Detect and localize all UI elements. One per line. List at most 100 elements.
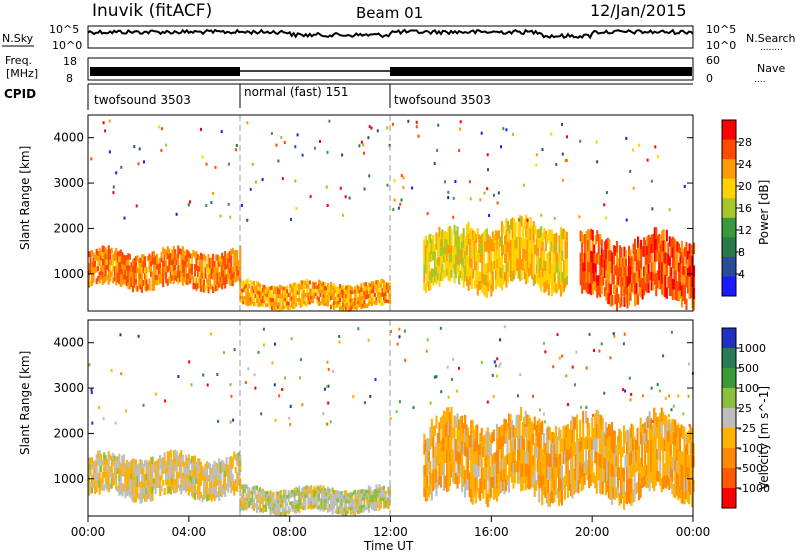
heatmap-cell <box>433 478 436 489</box>
heatmap-cell <box>657 438 660 450</box>
heatmap-cell <box>280 307 283 312</box>
heatmap-cell <box>476 227 479 240</box>
heatmap-cell <box>287 301 290 306</box>
heatmap-cell <box>587 261 590 273</box>
heatmap-cell <box>249 501 252 506</box>
heatmap-speck <box>217 419 220 423</box>
heatmap-cell <box>455 450 458 462</box>
heatmap-cell <box>479 244 482 254</box>
heatmap-cell <box>462 267 465 278</box>
heatmap-cell <box>424 283 427 293</box>
heatmap-cell <box>483 456 486 468</box>
heatmap-cell <box>438 266 441 277</box>
heatmap-speck <box>540 213 543 217</box>
heatmap-cell <box>644 432 647 444</box>
heatmap-cell <box>327 491 330 496</box>
heatmap-cell <box>369 486 372 491</box>
heatmap-cell <box>533 456 536 471</box>
heatmap-cell <box>124 484 127 492</box>
heatmap-cell <box>337 490 340 495</box>
heatmap-cell <box>180 276 183 283</box>
heatmap-cell <box>464 428 467 443</box>
heatmap-cell <box>641 456 644 468</box>
heatmap-cell <box>509 414 512 427</box>
heatmap-cell <box>663 415 666 428</box>
heatmap-cell <box>361 508 364 513</box>
heatmap-cell <box>186 485 189 491</box>
heatmap-cell <box>561 282 564 294</box>
heatmap-cell <box>227 263 230 269</box>
heatmap-cell <box>139 488 142 497</box>
heatmap-cell <box>327 508 330 513</box>
heatmap-cell <box>547 426 550 440</box>
heatmap-cell <box>97 450 100 458</box>
heatmap-cell <box>373 300 376 305</box>
heatmap-cell <box>691 494 694 508</box>
heatmap-cell <box>438 236 441 247</box>
heatmap-speck <box>232 418 235 422</box>
heatmap-cell <box>125 465 128 472</box>
heatmap-cell <box>333 292 336 297</box>
heatmap-cell <box>113 461 116 468</box>
heatmap-cell <box>546 280 549 289</box>
heatmap-cell <box>683 439 686 453</box>
heatmap-cell <box>210 474 213 482</box>
heatmap-cell <box>491 231 494 242</box>
heatmap-cell <box>195 472 198 479</box>
heatmap-cell <box>189 475 192 482</box>
heatmap-cell <box>187 475 190 482</box>
heatmap-cell <box>592 472 595 484</box>
heatmap-cell <box>343 512 346 517</box>
heatmap-cell <box>656 244 659 253</box>
heatmap-cell <box>640 278 643 288</box>
heatmap-cell <box>455 416 458 428</box>
heatmap-cell <box>528 242 531 251</box>
heatmap-cell <box>690 255 693 267</box>
heatmap-cell <box>301 284 304 290</box>
heatmap-cell <box>475 252 478 261</box>
heatmap-cell <box>351 499 354 504</box>
heatmap-speck <box>91 421 94 425</box>
heatmap-cell <box>100 466 103 473</box>
heatmap-cell <box>582 423 585 437</box>
heatmap-cell <box>553 263 556 273</box>
heatmap-cell <box>458 430 461 442</box>
heatmap-cell <box>163 254 166 261</box>
heatmap-cell <box>358 300 361 304</box>
heatmap-cell <box>633 436 636 450</box>
heatmap-cell <box>553 432 556 445</box>
heatmap-cell <box>465 479 468 491</box>
heatmap-cell <box>110 271 113 278</box>
heatmap-cell <box>514 257 517 267</box>
heatmap-cell <box>674 472 677 486</box>
heatmap-cell <box>442 410 445 424</box>
heatmap-cell <box>620 266 623 277</box>
heatmap-cell <box>268 286 271 291</box>
heatmap-cell <box>357 285 360 290</box>
heatmap-cell <box>467 458 470 470</box>
heatmap-cell <box>260 302 263 307</box>
heatmap-cell <box>619 455 622 468</box>
heatmap-cell <box>538 238 541 248</box>
heatmap-cell <box>160 485 163 492</box>
heatmap-cell <box>598 414 601 428</box>
heatmap-cell <box>469 257 472 267</box>
heatmap-cell <box>464 414 467 429</box>
heatmap-cell <box>305 489 308 494</box>
nave-tick-top: 60 <box>706 54 720 67</box>
heatmap-cell <box>449 424 452 437</box>
heatmap-cell <box>603 457 606 470</box>
heatmap-cell <box>189 470 192 476</box>
heatmap-cell <box>677 487 680 501</box>
heatmap-cell <box>116 456 119 463</box>
heatmap-cell <box>142 260 145 267</box>
heatmap-cell <box>337 304 340 308</box>
heatmap-cell <box>652 281 655 291</box>
heatmap-speck <box>326 422 329 426</box>
heatmap-cell <box>589 473 592 486</box>
heatmap-cell <box>299 492 302 496</box>
heatmap-cell <box>308 501 311 505</box>
heatmap-cell <box>493 251 496 261</box>
heatmap-cell <box>605 280 608 291</box>
heatmap-cell <box>202 253 205 261</box>
